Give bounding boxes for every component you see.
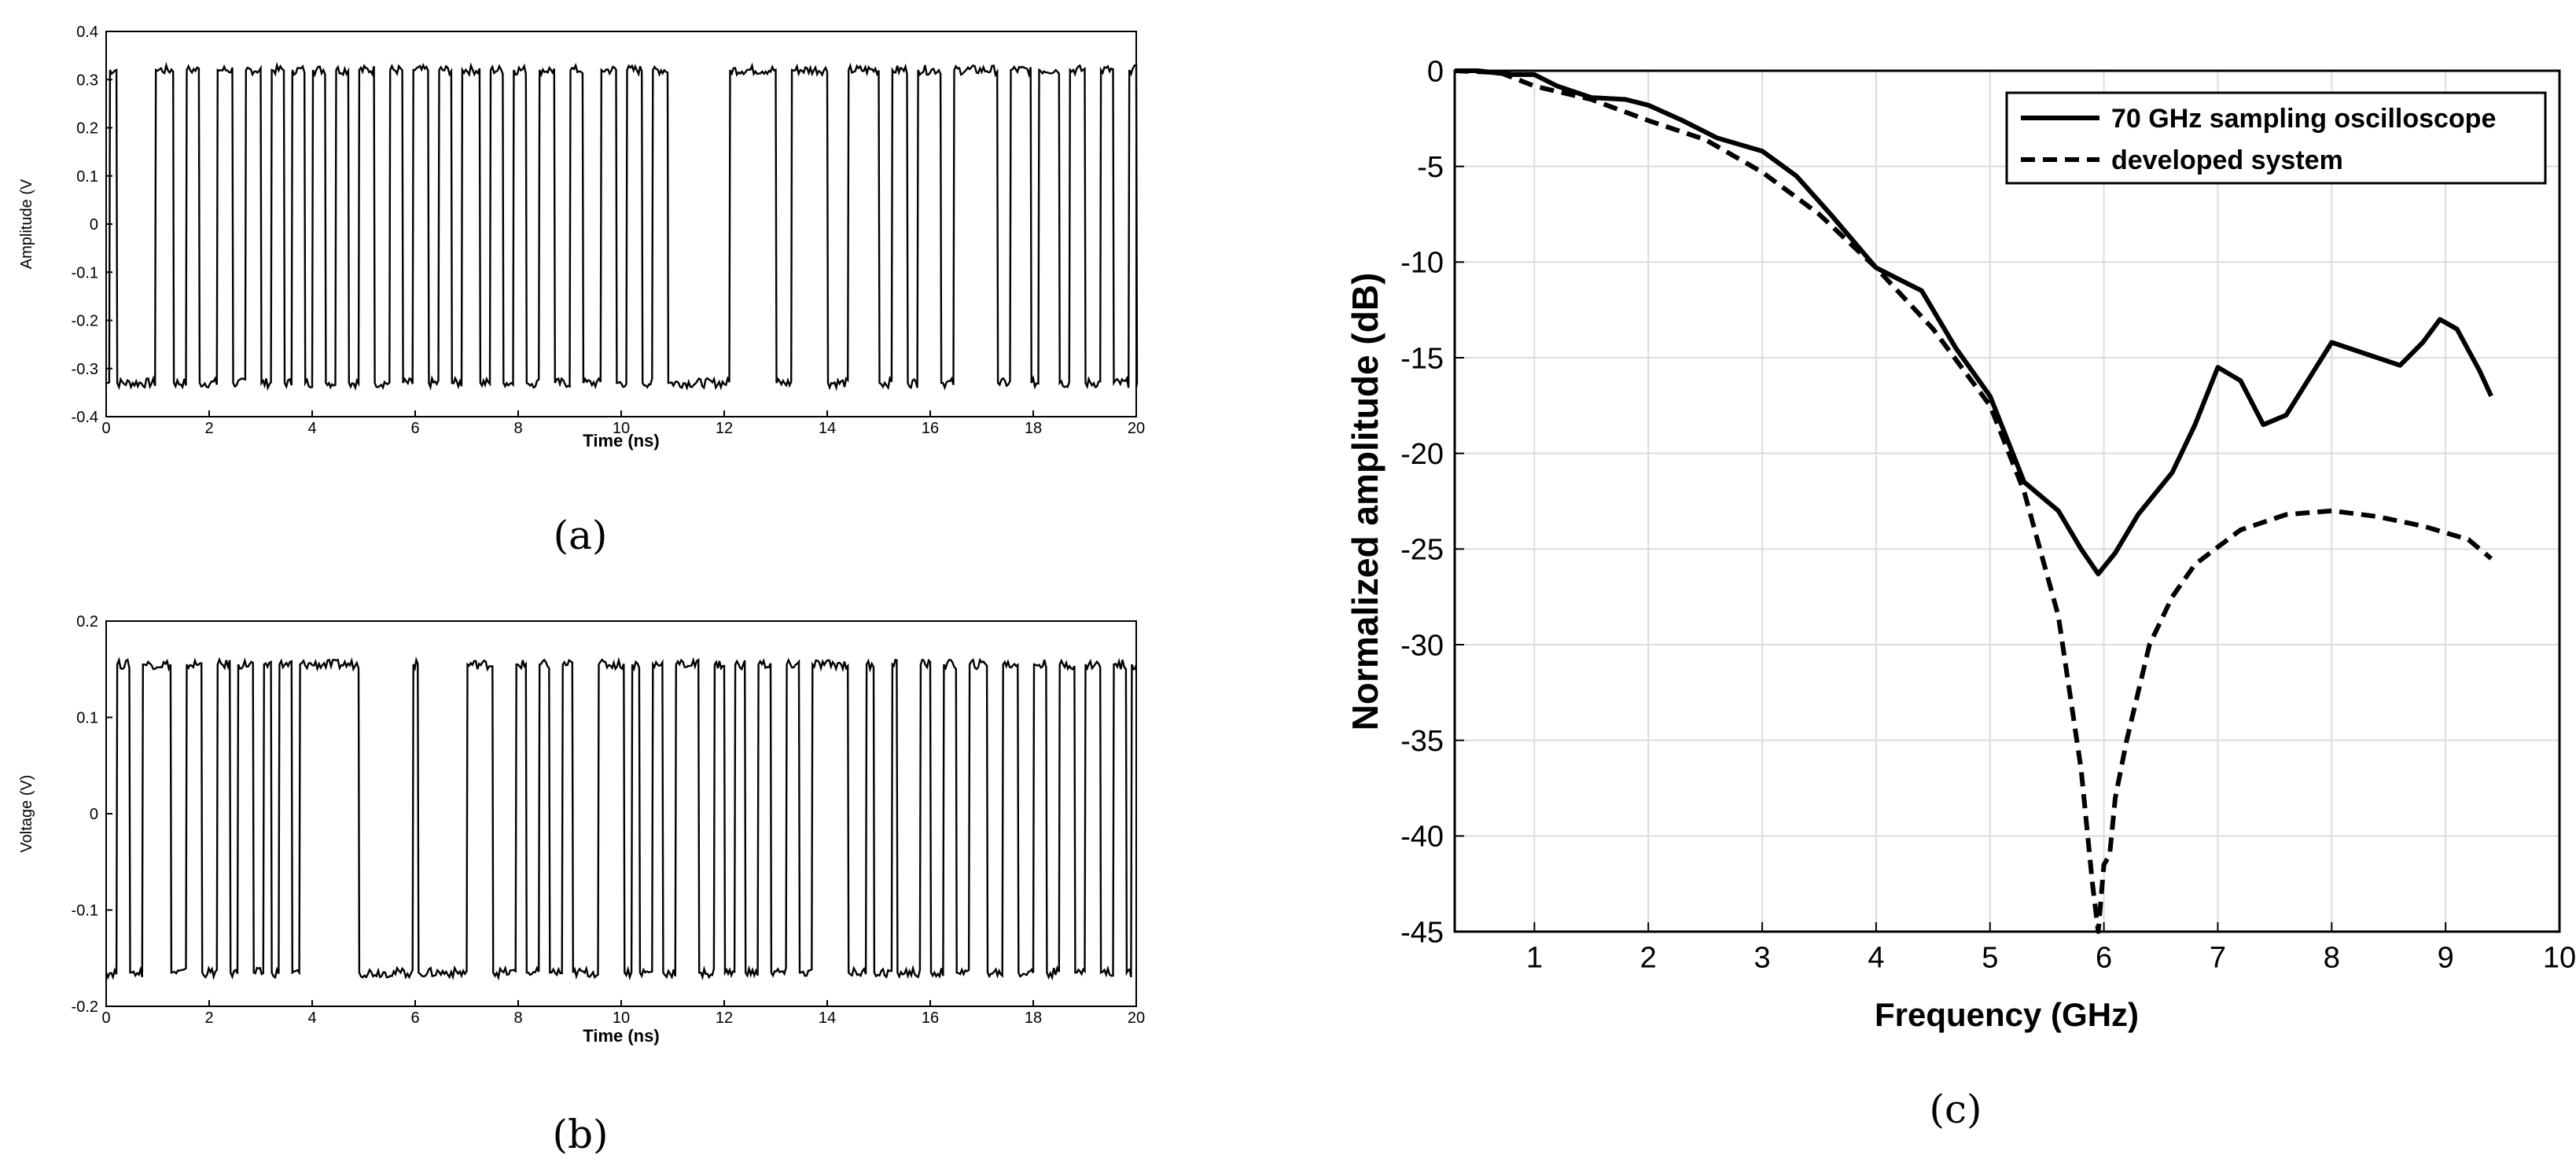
y-tick-label: -25 bbox=[1400, 534, 1444, 567]
panel-c-y-ticks: 0 -5 -10 -15 -20 -25 -30 -35 -40 -45 bbox=[1400, 55, 1464, 949]
y-tick-label: 0 bbox=[90, 216, 98, 233]
panel-b: -0.2 -0.1 0 0.1 0.2 0 2 4 6 8 10 12 14 16 18 20 Time (… bbox=[18, 613, 1145, 1157]
x-tick-label: 12 bbox=[716, 420, 733, 437]
x-tick-label: 2 bbox=[204, 420, 213, 437]
y-tick-label: 0.4 bbox=[76, 24, 98, 41]
panel-a-x-ticks: 0 2 4 6 8 10 12 14 16 18 20 bbox=[101, 410, 1145, 437]
panel-b-y-ticks: -0.2 -0.1 0 0.1 0.2 bbox=[72, 613, 112, 1016]
legend-label-developed-system: developed system bbox=[2111, 145, 2343, 175]
x-tick-label: 2 bbox=[204, 1009, 213, 1027]
y-tick-label: 0.3 bbox=[76, 72, 98, 89]
x-tick-label: 4 bbox=[1868, 942, 1884, 975]
x-tick-label: 6 bbox=[410, 1009, 419, 1027]
x-tick-label: 10 bbox=[613, 420, 630, 437]
panel-c-y-axis-label: Normalized amplitude (dB) bbox=[1345, 273, 1386, 731]
x-tick-label: 0 bbox=[101, 420, 110, 437]
panel-a-x-axis-label: Time (ns) bbox=[583, 431, 659, 450]
y-tick-label: -15 bbox=[1400, 342, 1444, 375]
x-tick-label: 10 bbox=[2543, 942, 2576, 975]
legend-label-oscilloscope: 70 GHz sampling oscilloscope bbox=[2111, 104, 2496, 134]
y-tick-label: -0.3 bbox=[72, 361, 98, 378]
x-tick-label: 18 bbox=[1025, 1009, 1042, 1027]
x-tick-label: 6 bbox=[410, 420, 419, 437]
y-tick-label: 0.2 bbox=[76, 613, 98, 631]
panel-b-x-axis-label: Time (ns) bbox=[583, 1026, 659, 1046]
x-tick-label: 8 bbox=[2324, 942, 2340, 975]
y-tick-label: 0.2 bbox=[76, 120, 98, 138]
panel-a-y-axis-label: Amplitude (V bbox=[18, 178, 35, 269]
x-tick-label: 10 bbox=[613, 1009, 630, 1027]
y-tick-label: -40 bbox=[1400, 821, 1444, 854]
y-tick-label: 0.1 bbox=[76, 168, 98, 186]
series-line-developed-system bbox=[1454, 68, 2493, 934]
x-tick-label: 8 bbox=[513, 1009, 522, 1027]
x-tick-label: 12 bbox=[716, 1009, 733, 1027]
panel-c-grid bbox=[1455, 70, 2560, 932]
x-tick-label: 16 bbox=[922, 420, 939, 437]
panel-c-plot-frame bbox=[1453, 69, 2561, 933]
x-tick-label: 3 bbox=[1754, 942, 1771, 975]
x-tick-label: 2 bbox=[1640, 942, 1657, 975]
x-tick-label: 4 bbox=[307, 1009, 316, 1027]
x-tick-label: 4 bbox=[307, 420, 316, 437]
panel-b-signal-line bbox=[105, 656, 1138, 981]
panel-b-y-axis-label: Voltage (V) bbox=[18, 775, 35, 853]
y-tick-label: -45 bbox=[1400, 916, 1444, 949]
x-tick-label: 5 bbox=[1982, 942, 1998, 975]
x-tick-label: 20 bbox=[1128, 1009, 1145, 1027]
legend-box bbox=[2005, 91, 2547, 185]
series-line-oscilloscope bbox=[1455, 68, 2493, 576]
x-tick-label: 6 bbox=[2096, 942, 2112, 975]
panel-a-caption: (a) bbox=[554, 513, 608, 558]
y-tick-label: -0.2 bbox=[72, 313, 98, 330]
y-tick-label: -30 bbox=[1400, 629, 1444, 662]
x-tick-label: 20 bbox=[1128, 420, 1145, 437]
panel-b-plot-frame bbox=[105, 620, 1137, 1007]
x-tick-label: 8 bbox=[513, 420, 522, 437]
x-tick-label: 14 bbox=[819, 420, 836, 437]
y-tick-label: 0.1 bbox=[76, 710, 98, 727]
panel-c-x-ticks: 1 2 3 4 5 6 7 8 9 10 bbox=[1526, 922, 2576, 975]
x-tick-label: 9 bbox=[2438, 942, 2454, 975]
x-tick-label: 1 bbox=[1526, 942, 1543, 975]
y-tick-label: -0.2 bbox=[72, 998, 98, 1016]
panel-a: -0.4 -0.3 -0.2 -0.1 0 0.1 0.2 0.3 0.4 0 2 4 6 8 10 12 1… bbox=[18, 24, 1145, 558]
y-tick-label: 0 bbox=[1427, 55, 1444, 88]
y-tick-label: 0 bbox=[90, 806, 98, 823]
y-tick-label: -5 bbox=[1417, 151, 1444, 184]
x-tick-label: 7 bbox=[2210, 942, 2226, 975]
panel-c-x-axis-label: Frequency (GHz) bbox=[1875, 996, 2139, 1033]
panel-c-series bbox=[1454, 68, 2493, 934]
panel-a-signal-line bbox=[105, 61, 1139, 392]
panel-c: 0-5-10-15-20-25-30-35-40-45 1 2 3 4 5 6 7 8 9 10 … bbox=[1345, 55, 2576, 1132]
y-tick-label: -20 bbox=[1400, 438, 1444, 471]
panel-c-caption: (c) bbox=[1929, 1087, 1982, 1132]
x-tick-label: 18 bbox=[1025, 420, 1042, 437]
x-tick-label: 14 bbox=[819, 1009, 836, 1027]
panel-b-caption: (b) bbox=[552, 1112, 608, 1157]
y-tick-label: -0.1 bbox=[72, 264, 98, 281]
y-tick-label: -0.1 bbox=[72, 903, 98, 920]
y-tick-label: -0.4 bbox=[72, 409, 98, 426]
panel-c-legend: 70 GHz sampling oscilloscope developed s… bbox=[2005, 91, 2547, 185]
y-tick-label: -35 bbox=[1400, 725, 1444, 758]
x-tick-label: 16 bbox=[922, 1009, 939, 1027]
y-tick-label: -10 bbox=[1400, 247, 1444, 280]
panel-b-x-ticks: 0 2 4 6 8 10 12 14 16 18 20 bbox=[101, 1000, 1145, 1027]
x-tick-label: 0 bbox=[101, 1009, 110, 1027]
